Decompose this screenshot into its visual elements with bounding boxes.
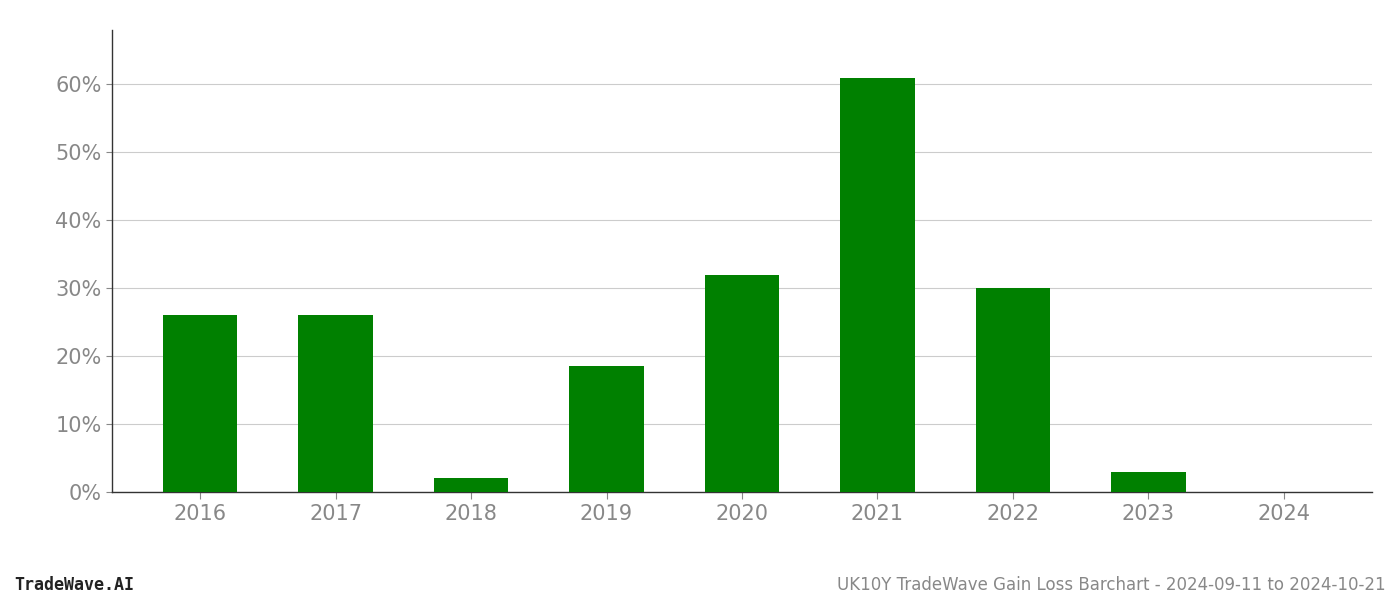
Bar (162, 316, 238, 492)
Bar (434, 478, 508, 492)
Bar (570, 367, 644, 492)
Bar (1112, 472, 1186, 492)
Bar (298, 316, 372, 492)
Bar (840, 77, 914, 492)
Text: UK10Y TradeWave Gain Loss Barchart - 2024-09-11 to 2024-10-21: UK10Y TradeWave Gain Loss Barchart - 202… (837, 576, 1386, 594)
Text: TradeWave.AI: TradeWave.AI (14, 576, 134, 594)
Bar (704, 275, 780, 492)
Bar (976, 288, 1050, 492)
